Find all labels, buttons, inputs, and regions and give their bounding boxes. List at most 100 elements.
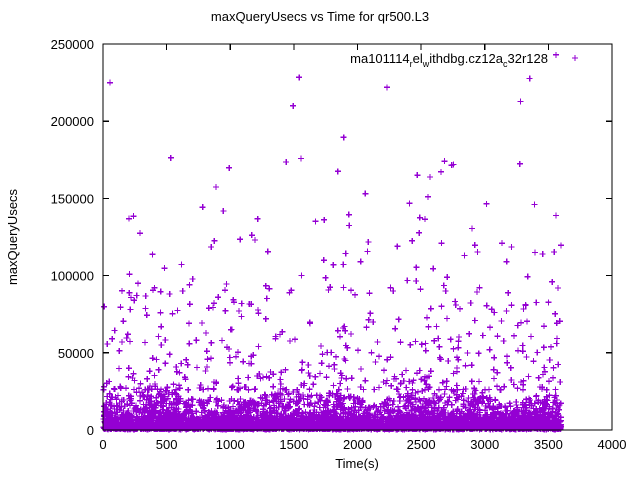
- x-tick-label: 3000: [470, 437, 499, 452]
- data-point: [422, 347, 429, 354]
- data-point: [178, 360, 185, 367]
- data-point: [508, 302, 515, 309]
- data-point: [142, 305, 149, 312]
- data-point: [355, 347, 362, 354]
- data-point: [153, 356, 160, 363]
- data-point: [413, 370, 420, 377]
- data-point: [173, 363, 180, 370]
- data-point: [123, 335, 130, 342]
- data-point: [518, 319, 525, 326]
- data-point: [481, 407, 488, 414]
- x-tick-label: 2500: [407, 437, 436, 452]
- data-point: [374, 338, 381, 345]
- data-point: [530, 358, 537, 365]
- data-point: [158, 341, 165, 348]
- data-point: [467, 300, 474, 307]
- data-point: [221, 287, 228, 294]
- data-point: [440, 282, 447, 289]
- data-point: [450, 345, 457, 352]
- data-point: [226, 164, 233, 171]
- data-point: [505, 289, 512, 296]
- data-point: [318, 360, 325, 367]
- data-point: [318, 342, 325, 349]
- data-point: [436, 386, 443, 393]
- data-point: [189, 276, 196, 283]
- x-axis-label: Time(s): [335, 456, 379, 471]
- data-point: [263, 295, 270, 302]
- data-point: [104, 340, 111, 347]
- data-point: [523, 318, 530, 325]
- data-point: [298, 366, 305, 373]
- data-point: [186, 340, 193, 347]
- data-point: [218, 337, 225, 344]
- data-point: [202, 368, 209, 375]
- data-point: [323, 374, 330, 381]
- data-point: [367, 310, 374, 317]
- data-point: [332, 353, 339, 360]
- data-point: [351, 291, 358, 298]
- data-point: [306, 320, 313, 327]
- data-point: [483, 200, 490, 207]
- data-point: [443, 378, 450, 385]
- data-point: [345, 211, 352, 218]
- data-point: [116, 347, 123, 354]
- data-point: [117, 304, 124, 311]
- data-point: [464, 349, 471, 356]
- data-point: [220, 207, 227, 214]
- data-point: [223, 281, 230, 288]
- data-point: [412, 338, 419, 345]
- data-point: [322, 274, 329, 281]
- data-point: [552, 386, 559, 393]
- data-point: [403, 384, 410, 391]
- data-point: [479, 332, 486, 339]
- x-tick-label: 3500: [534, 437, 563, 452]
- data-point: [445, 398, 452, 405]
- data-point: [399, 371, 406, 378]
- data-point: [558, 242, 565, 249]
- data-point: [438, 303, 445, 310]
- data-point: [208, 339, 215, 346]
- data-point: [157, 288, 164, 295]
- data-point: [553, 335, 560, 342]
- data-point: [491, 309, 498, 316]
- data-point: [346, 395, 353, 402]
- data-point: [448, 401, 455, 408]
- data-point: [142, 339, 149, 346]
- data-point: [525, 373, 532, 380]
- data-point: [492, 397, 499, 404]
- data-point: [403, 367, 410, 374]
- data-point: [176, 369, 183, 376]
- data-point: [479, 389, 486, 396]
- data-point: [519, 342, 526, 349]
- data-point: [370, 318, 377, 325]
- data-point: [109, 335, 116, 342]
- data-point: [427, 173, 434, 180]
- data-point: [395, 316, 402, 323]
- data-point: [407, 341, 414, 348]
- data-point: [326, 363, 333, 370]
- data-point: [155, 366, 162, 373]
- data-point: [169, 310, 176, 317]
- data-point: [262, 315, 269, 322]
- data-point: [408, 407, 415, 414]
- data-point: [486, 386, 493, 393]
- data-point: [145, 386, 152, 393]
- data-point: [418, 341, 425, 348]
- data-point: [424, 314, 431, 321]
- data-point: [162, 336, 169, 343]
- data-point: [528, 333, 535, 340]
- data-point: [541, 364, 548, 371]
- data-point: [418, 376, 425, 383]
- data-point: [445, 358, 452, 365]
- data-point: [179, 287, 186, 294]
- data-point: [133, 292, 140, 299]
- data-point: [417, 286, 424, 293]
- data-point: [380, 367, 387, 374]
- x-axis-ticks: 0 500 1000 1500 2000 2500 3000 3500 4000: [99, 44, 626, 452]
- data-point: [376, 384, 383, 391]
- data-point: [128, 400, 135, 407]
- data-point: [549, 374, 556, 381]
- data-point: [312, 218, 319, 225]
